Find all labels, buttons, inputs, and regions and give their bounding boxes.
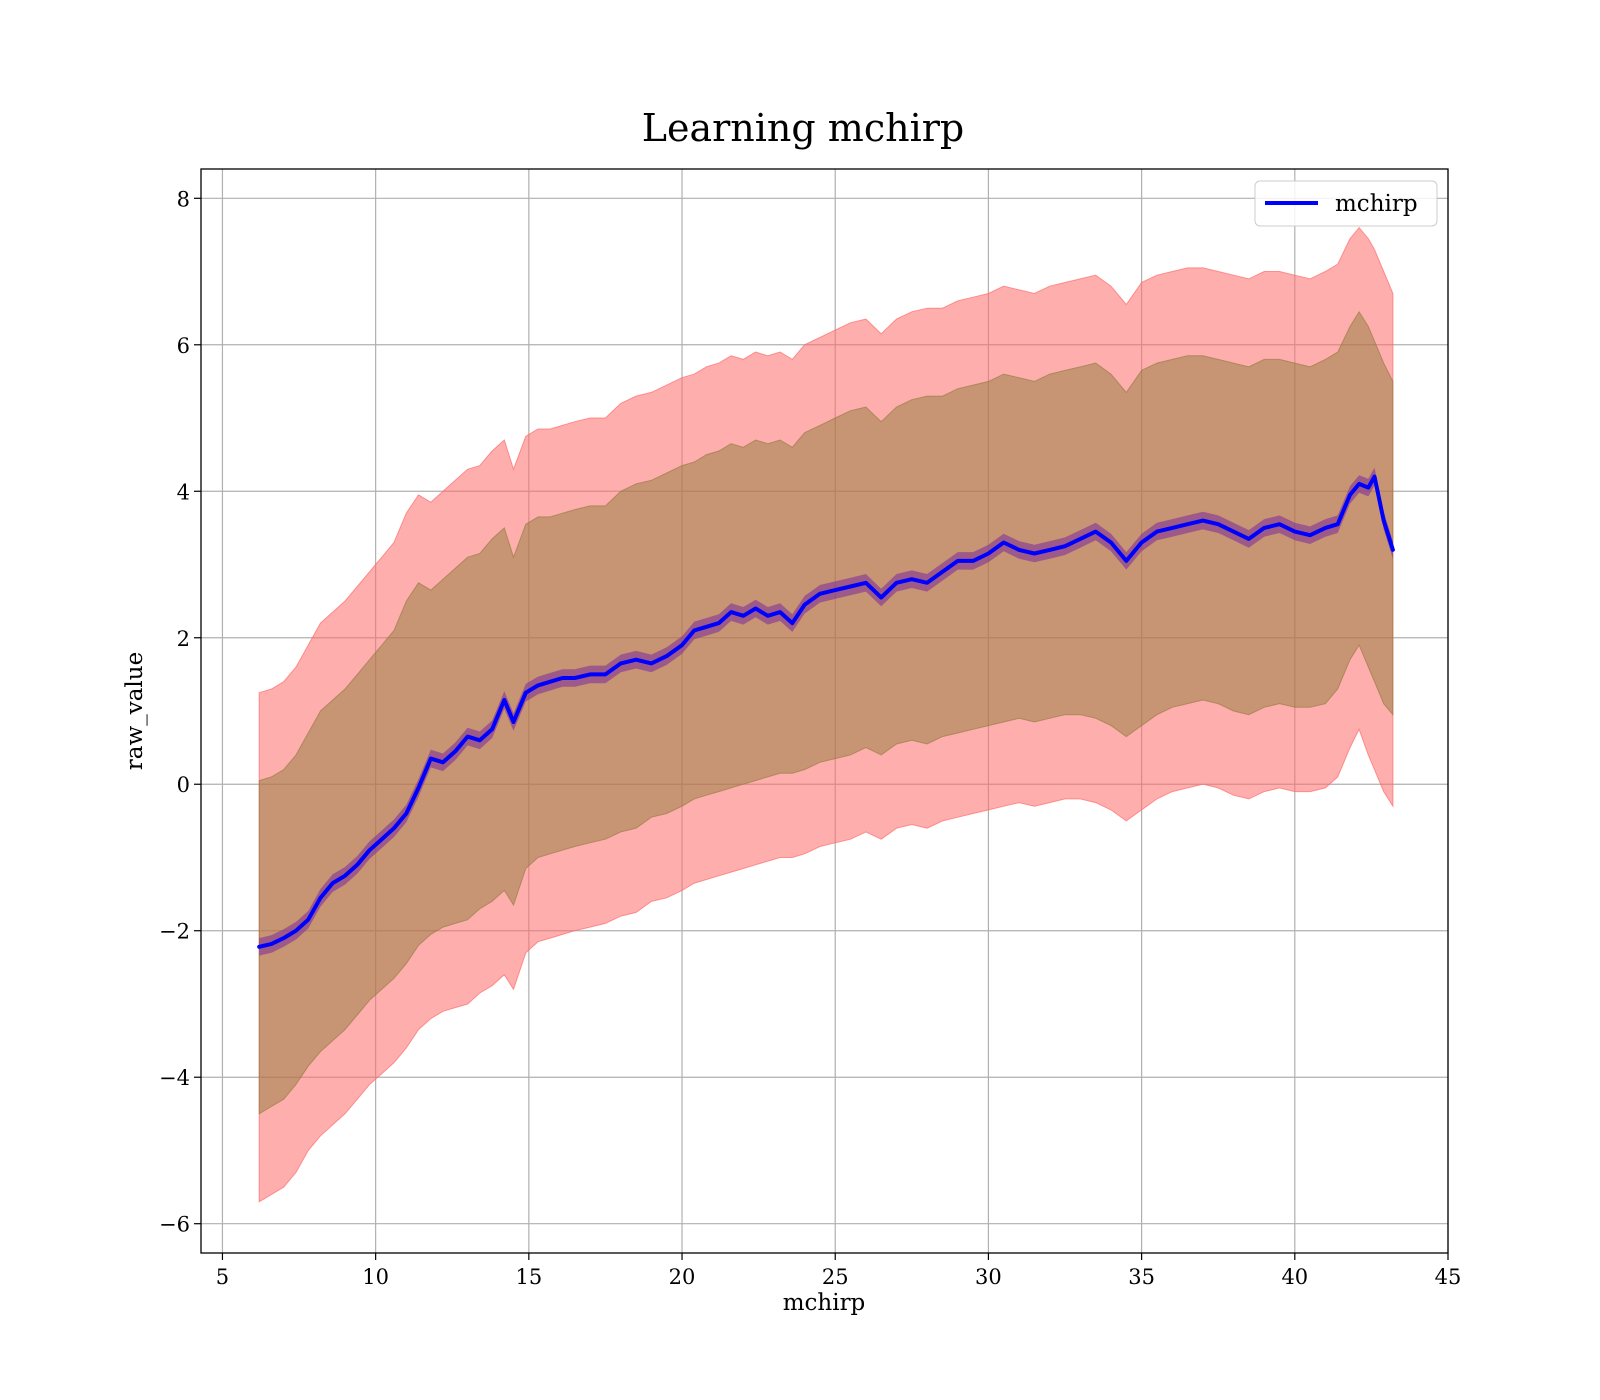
y-axis-label: raw_value — [122, 652, 148, 770]
plot-frame — [200, 168, 1449, 1254]
legend-entry-mchirp: mchirp — [1335, 191, 1418, 217]
x-axis-ticks: 5 10 15 20 25 30 35 40 45 — [216, 1253, 1462, 1289]
x-tick-label: 45 — [1435, 1265, 1462, 1289]
x-axis-label: mchirp — [783, 1290, 866, 1316]
uncertainty-bands — [258, 226, 1394, 1203]
chart-title: Learning mchirp — [642, 106, 964, 150]
x-tick-label: 5 — [216, 1265, 229, 1289]
y-tick-label: 6 — [177, 334, 190, 358]
series-lines — [257, 474, 1395, 949]
y-axis-ticks: −6 −4 −2 0 2 4 6 8 — [159, 187, 201, 1237]
y-tick-label: −4 — [159, 1066, 190, 1090]
y-tick-label: 2 — [177, 627, 190, 651]
inner-band — [258, 310, 1394, 1115]
y-tick-label: 8 — [177, 187, 190, 211]
x-tick-label: 10 — [362, 1265, 389, 1289]
x-tick-label: 30 — [975, 1265, 1002, 1289]
x-tick-label: 40 — [1281, 1265, 1308, 1289]
mean-band — [259, 467, 1393, 956]
y-tick-label: −6 — [159, 1213, 190, 1237]
series-line-mchirp — [257, 474, 1395, 949]
y-tick-label: 4 — [177, 480, 190, 504]
legend: mchirp — [1254, 180, 1438, 227]
legend-box — [1254, 180, 1438, 227]
x-tick-label: 35 — [1128, 1265, 1155, 1289]
y-tick-label: 0 — [177, 773, 190, 797]
x-tick-label: 20 — [669, 1265, 696, 1289]
x-tick-label: 15 — [515, 1265, 542, 1289]
x-tick-label: 25 — [822, 1265, 849, 1289]
y-tick-label: −2 — [159, 920, 190, 944]
